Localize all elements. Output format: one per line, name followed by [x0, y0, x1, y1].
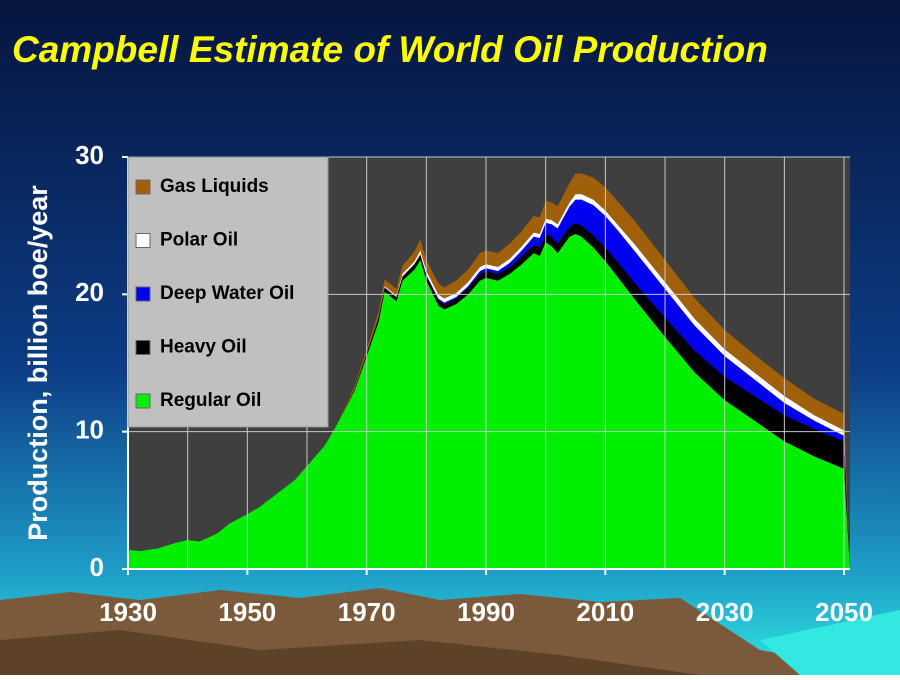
y-tick-label: 30	[75, 140, 104, 170]
x-tick-label: 1950	[218, 597, 276, 627]
legend-label: Gas Liquids	[160, 176, 269, 197]
y-tick-label: 0	[90, 552, 104, 582]
x-tick-label: 1930	[99, 597, 157, 627]
mountains-front	[0, 630, 700, 675]
legend-label: Deep Water Oil	[160, 283, 294, 304]
legend-swatch	[135, 340, 151, 355]
y-tick-label: 20	[75, 277, 104, 307]
area	[128, 233, 850, 569]
area	[128, 194, 850, 569]
legend-label: Polar Oil	[160, 230, 238, 251]
sea	[760, 610, 900, 675]
area	[128, 173, 850, 570]
legend-swatch	[135, 393, 151, 409]
x-tick-label: 2010	[576, 597, 634, 627]
x-tick-label: 1970	[338, 597, 396, 627]
legend-label: Heavy Oil	[160, 337, 247, 358]
legend-swatch	[135, 233, 151, 248]
x-tick-label: 1990	[457, 597, 515, 627]
chart-title: Campbell Estimate of World Oil Productio…	[12, 29, 768, 70]
y-axis-label: Production, billion boe/year	[23, 185, 53, 541]
legend-swatch	[135, 179, 151, 195]
x-tick-label: 2030	[696, 597, 754, 627]
x-tick-label: 2050	[815, 597, 873, 627]
legend	[127, 156, 329, 428]
y-tick-label: 10	[75, 415, 104, 445]
legend-swatch	[135, 286, 151, 302]
legend-label: Regular Oil	[160, 390, 261, 411]
